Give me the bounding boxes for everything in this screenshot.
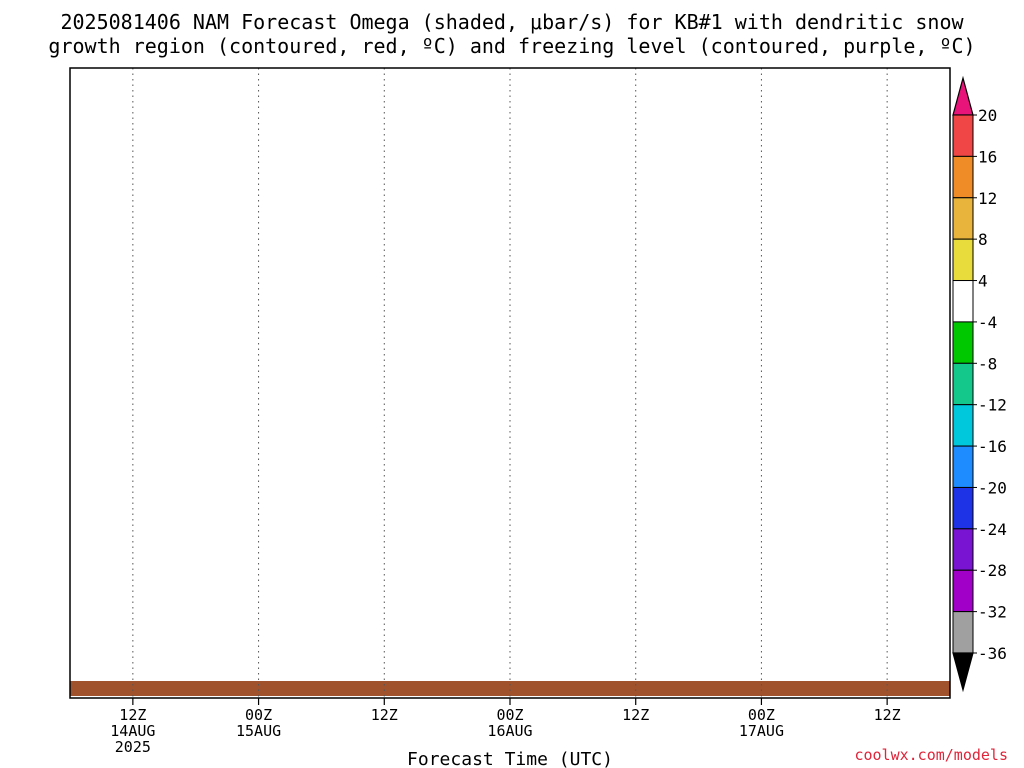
- x-tick-label-48-0: 00Z: [496, 706, 523, 724]
- colorbar-label-10: -24: [978, 520, 1007, 539]
- colorbar-bin-6: [952, 321, 974, 364]
- x-tick-label-72-0: 00Z: [748, 706, 775, 724]
- colorbar-label-3: 8: [978, 230, 988, 249]
- colorbar-bottom-arrow: [952, 652, 974, 693]
- x-tick-label-48-1: 16AUG: [487, 722, 532, 740]
- chart-title-line-1: 2025081406 NAM Forecast Omega (shaded, μ…: [60, 10, 964, 34]
- x-tick-label-84-0: 12Z: [874, 706, 901, 724]
- colorbar-label-2: 12: [978, 189, 997, 208]
- x-tick-label-24-1: 15AUG: [236, 722, 281, 740]
- colorbar-label-7: -12: [978, 396, 1007, 415]
- colorbar: 20 16 12 8 4 -4 -8 -12 -16 -20 -24 -28 -32 -36: [952, 75, 1007, 693]
- colorbar-bin-4: [952, 238, 974, 282]
- chart-title-line-2: growth region (contoured, red, ºC) and f…: [48, 34, 976, 58]
- colorbar-bin-2: [952, 155, 974, 199]
- credit-text: coolwx.com/models: [854, 746, 1008, 764]
- colorbar-bin-8: [952, 404, 974, 447]
- colorbar-bin-10: [952, 486, 974, 530]
- colorbar-label-8: -16: [978, 437, 1007, 456]
- colorbar-bin-13: [952, 611, 974, 654]
- colorbar-label-4: 4: [978, 272, 988, 291]
- colorbar-label-11: -28: [978, 561, 1007, 580]
- colorbar-bin-3: [952, 197, 974, 240]
- grid-layer: [132, 68, 888, 698]
- colorbar-label-12: -32: [978, 603, 1007, 622]
- colorbar-bin-7: [952, 362, 974, 406]
- colorbar-label-6: -8: [978, 354, 997, 373]
- x-tick-label-12-1: 14AUG: [110, 722, 155, 740]
- x-tick-label-12-2: 2025: [115, 738, 151, 756]
- x-tick-label-24-0: 00Z: [245, 706, 272, 724]
- colorbar-bin-1: [952, 114, 974, 157]
- colorbar-label-1: 16: [978, 147, 997, 166]
- colorbar-bin-11: [952, 528, 974, 571]
- colorbar-label-0: 20: [978, 106, 997, 125]
- colorbar-label-5: -4: [978, 313, 997, 332]
- x-tick-label-12-0: 12Z: [119, 706, 146, 724]
- x-tick-label-60-0: 12Z: [622, 706, 649, 724]
- colorbar-top-arrow: [952, 75, 974, 116]
- x-tick-label-36-0: 12Z: [371, 706, 398, 724]
- colorbar-label-13: -36: [978, 644, 1007, 663]
- colorbar-bin-12: [952, 569, 974, 613]
- colorbar-bin-5: [952, 280, 974, 323]
- x-tick-label-72-1: 17AUG: [739, 722, 784, 740]
- x-axis-label: Forecast Time (UTC): [407, 749, 613, 768]
- colorbar-bin-9: [952, 445, 974, 488]
- ground-surface: [70, 681, 950, 696]
- colorbar-label-9: -20: [978, 478, 1007, 497]
